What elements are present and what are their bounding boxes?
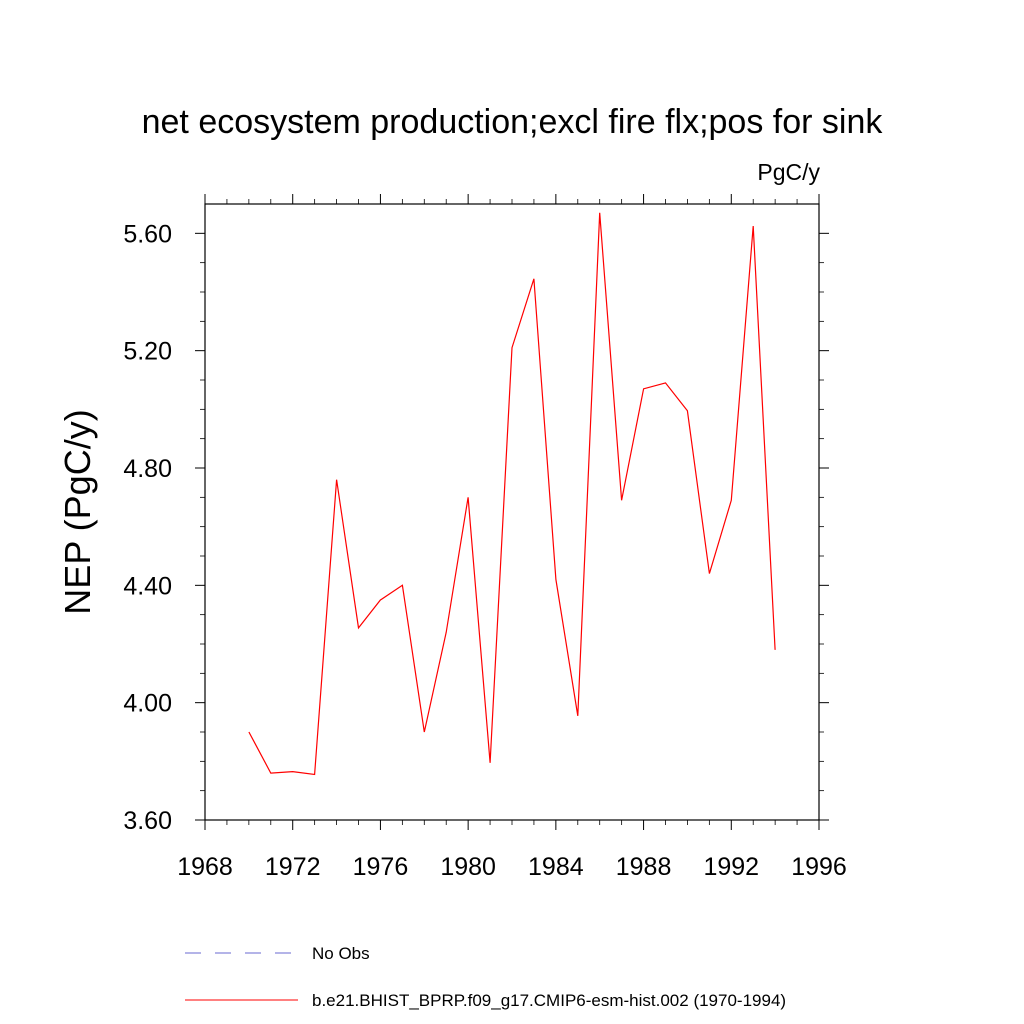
x-tick-label: 1996 — [791, 853, 847, 881]
y-tick-label: 4.80 — [123, 455, 172, 483]
units-label: PgC/y — [757, 159, 820, 185]
x-tick-label: 1992 — [703, 853, 759, 881]
series-lines — [248, 212, 776, 776]
x-tick-label: 1980 — [440, 853, 496, 881]
y-tick-label: 5.20 — [123, 338, 172, 366]
x-tick-label: 1976 — [353, 853, 409, 881]
x-tick-labels: 1968 1972 1976 1980 1984 1988 1992 1996 — [177, 853, 847, 881]
legend: No Obs b.e21.BHIST_BPRP.f09_g17.CMIP6-esm… — [185, 944, 786, 1010]
legend-label-0: No Obs — [312, 944, 370, 963]
y-tick-label: 4.40 — [123, 572, 172, 600]
y-tick-label: 4.00 — [123, 690, 172, 718]
x-tick-label: 1988 — [616, 853, 672, 881]
x-tick-label: 1968 — [177, 853, 233, 881]
series-line-1 — [248, 212, 776, 776]
axes-ticks — [195, 194, 829, 830]
x-tick-label: 1972 — [265, 853, 321, 881]
legend-label-1: b.e21.BHIST_BPRP.f09_g17.CMIP6-esm-hist.… — [312, 991, 786, 1010]
plot-frame — [204, 203, 820, 821]
y-tick-label: 5.60 — [123, 220, 172, 248]
x-tick-label: 1984 — [528, 853, 584, 881]
chart-title: net ecosystem production;excl fire flx;p… — [142, 103, 884, 141]
y-tick-labels: 3.60 4.00 4.40 4.80 5.20 5.60 — [123, 220, 172, 835]
y-axis-label: NEP (PgC/y) — [57, 409, 98, 614]
y-tick-label: 3.60 — [123, 807, 172, 835]
